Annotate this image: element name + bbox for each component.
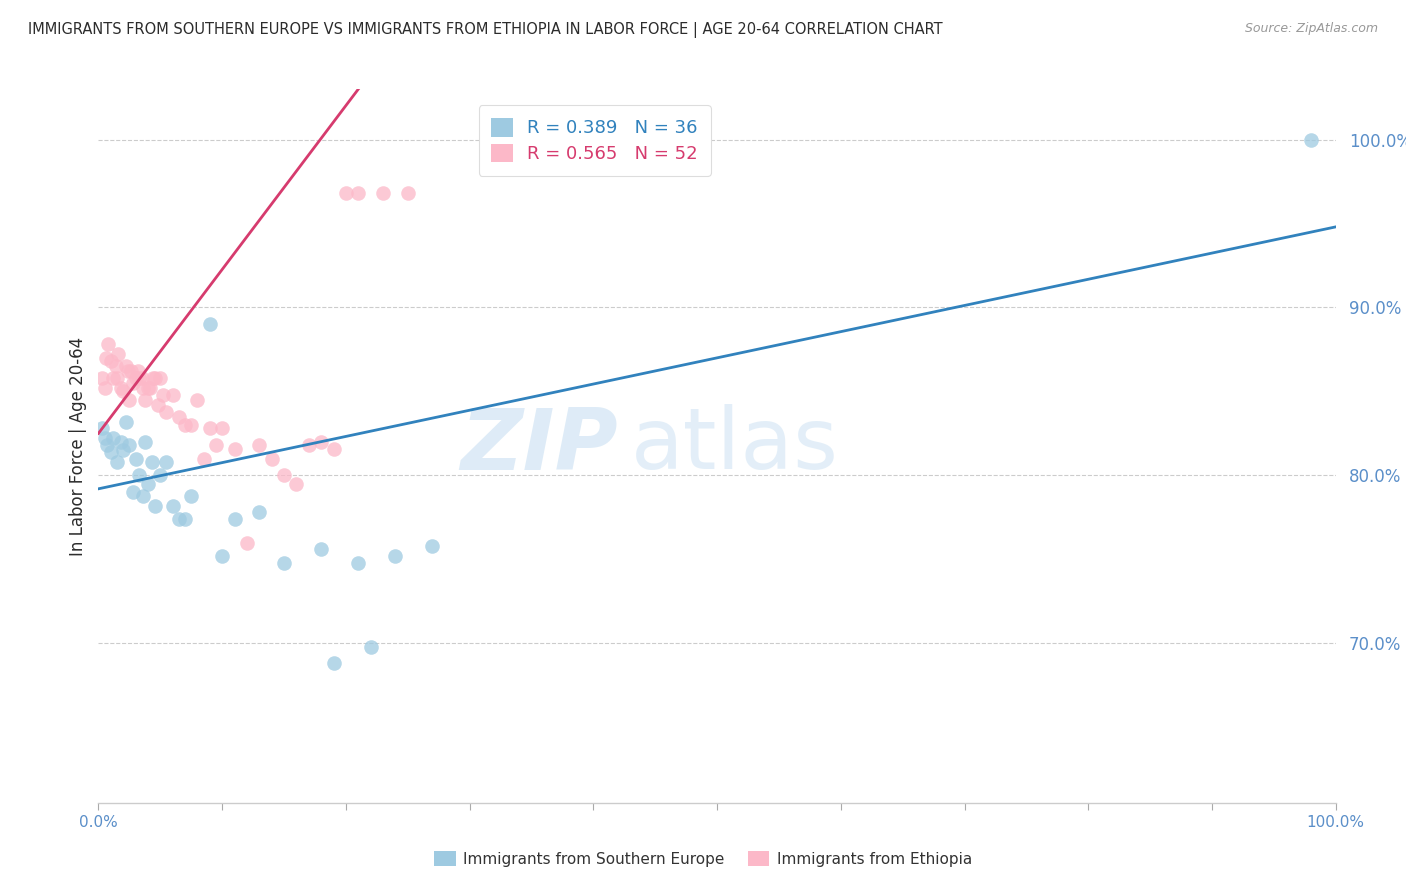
Point [247, 438, 270, 452]
Point [132, 489, 155, 503]
Point [174, 512, 197, 526]
Point [105, 455, 128, 469]
Point [93, 432, 115, 446]
Point [136, 381, 159, 395]
Point [110, 434, 132, 449]
Point [273, 468, 295, 483]
Point [347, 186, 370, 201]
Point [96, 438, 118, 452]
Point [134, 434, 156, 449]
Point [322, 442, 344, 456]
Text: Source: ZipAtlas.com: Source: ZipAtlas.com [1244, 22, 1378, 36]
Point [198, 421, 221, 435]
Point [211, 549, 233, 563]
Point [146, 398, 169, 412]
Point [120, 364, 142, 378]
Point [1299, 132, 1322, 146]
Point [174, 417, 197, 432]
Point [360, 640, 382, 654]
Point [198, 318, 221, 332]
Point [322, 657, 344, 671]
Point [105, 371, 128, 385]
Point [134, 392, 156, 407]
Point [110, 381, 132, 395]
Legend: R = 0.389   N = 36, R = 0.565   N = 52: R = 0.389 N = 36, R = 0.565 N = 52 [478, 105, 710, 176]
Point [162, 499, 184, 513]
Point [124, 451, 146, 466]
Point [186, 392, 208, 407]
Text: atlas: atlas [630, 404, 838, 488]
Point [396, 186, 419, 201]
Point [93, 381, 115, 395]
Point [149, 468, 172, 483]
Point [384, 549, 406, 563]
Point [167, 409, 190, 424]
Text: IMMIGRANTS FROM SOUTHERN EUROPE VS IMMIGRANTS FROM ETHIOPIA IN LABOR FORCE | AGE: IMMIGRANTS FROM SOUTHERN EUROPE VS IMMIG… [28, 22, 943, 38]
Point [131, 371, 153, 385]
Point [124, 371, 146, 385]
Point [136, 476, 159, 491]
Point [141, 455, 163, 469]
Point [100, 445, 122, 459]
Point [114, 415, 136, 429]
Point [91, 421, 114, 435]
Point [104, 359, 127, 374]
Point [167, 512, 190, 526]
Point [193, 451, 215, 466]
Point [139, 381, 162, 395]
Point [347, 556, 370, 570]
Point [117, 364, 139, 378]
Point [127, 364, 149, 378]
Point [180, 417, 202, 432]
Point [224, 512, 246, 526]
Point [285, 476, 308, 491]
Point [247, 505, 270, 519]
Point [309, 542, 332, 557]
Point [155, 404, 177, 418]
Point [205, 438, 228, 452]
Point [422, 539, 444, 553]
Point [103, 432, 125, 446]
Point [152, 388, 174, 402]
Point [260, 451, 283, 466]
Point [132, 381, 155, 395]
Point [155, 455, 177, 469]
Point [309, 434, 332, 449]
Point [180, 489, 202, 503]
Point [118, 438, 141, 452]
Point [122, 376, 145, 390]
Point [298, 438, 321, 452]
Point [371, 186, 394, 201]
Point [97, 337, 120, 351]
Legend: Immigrants from Southern Europe, Immigrants from Ethiopia: Immigrants from Southern Europe, Immigra… [427, 845, 979, 872]
Point [94, 351, 117, 365]
Y-axis label: In Labor Force | Age 20-64: In Labor Force | Age 20-64 [69, 336, 87, 556]
Point [91, 371, 114, 385]
Point [122, 485, 145, 500]
Point [128, 468, 150, 483]
Point [107, 347, 129, 361]
Point [114, 359, 136, 374]
Point [143, 371, 166, 385]
Point [224, 442, 246, 456]
Point [118, 392, 141, 407]
Point [143, 499, 166, 513]
Point [100, 354, 122, 368]
Point [236, 535, 259, 549]
Point [211, 421, 233, 435]
Point [335, 186, 357, 201]
Point [273, 556, 295, 570]
Point [128, 371, 150, 385]
Text: ZIP: ZIP [460, 404, 619, 488]
Point [149, 371, 172, 385]
Point [103, 371, 125, 385]
Point [112, 443, 135, 458]
Point [112, 384, 135, 399]
Point [162, 388, 184, 402]
Point [142, 371, 165, 385]
